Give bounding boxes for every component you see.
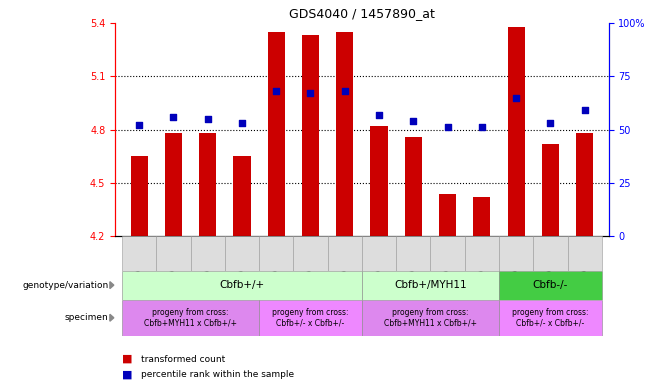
FancyBboxPatch shape xyxy=(465,236,499,271)
FancyBboxPatch shape xyxy=(122,271,362,300)
FancyBboxPatch shape xyxy=(122,236,156,271)
Bar xyxy=(130,156,147,236)
FancyBboxPatch shape xyxy=(362,271,499,300)
Text: ■: ■ xyxy=(122,354,132,364)
FancyBboxPatch shape xyxy=(328,236,362,271)
Bar xyxy=(576,133,594,236)
FancyBboxPatch shape xyxy=(499,236,533,271)
Text: transformed count: transformed count xyxy=(141,354,226,364)
Text: Cbfb+/MYH11: Cbfb+/MYH11 xyxy=(394,280,467,290)
Bar xyxy=(507,26,524,236)
Bar xyxy=(405,137,422,236)
Point xyxy=(168,114,179,120)
FancyBboxPatch shape xyxy=(499,300,602,336)
Point xyxy=(476,124,487,131)
Bar xyxy=(542,144,559,236)
FancyBboxPatch shape xyxy=(156,236,191,271)
Point xyxy=(203,116,213,122)
Point xyxy=(374,112,384,118)
Title: GDS4040 / 1457890_at: GDS4040 / 1457890_at xyxy=(289,7,435,20)
Text: progeny from cross:
Cbfb+/- x Cbfb+/-: progeny from cross: Cbfb+/- x Cbfb+/- xyxy=(272,308,349,328)
FancyBboxPatch shape xyxy=(259,300,362,336)
FancyBboxPatch shape xyxy=(362,300,499,336)
FancyBboxPatch shape xyxy=(396,236,430,271)
Point xyxy=(442,124,453,131)
Bar xyxy=(336,32,353,236)
FancyBboxPatch shape xyxy=(122,300,259,336)
Text: Cbfb+/+: Cbfb+/+ xyxy=(219,280,265,290)
Bar xyxy=(234,156,251,236)
Point xyxy=(580,108,590,114)
Bar xyxy=(302,35,319,236)
Text: ■: ■ xyxy=(122,369,132,379)
Bar xyxy=(370,126,388,236)
Point xyxy=(134,122,144,128)
Point xyxy=(271,88,282,94)
FancyBboxPatch shape xyxy=(567,236,602,271)
Bar xyxy=(473,197,490,236)
FancyBboxPatch shape xyxy=(191,236,225,271)
Point xyxy=(340,88,350,94)
Point xyxy=(237,120,247,126)
Bar xyxy=(439,194,456,236)
FancyBboxPatch shape xyxy=(533,236,567,271)
Point xyxy=(305,90,316,96)
Point xyxy=(545,120,555,126)
FancyBboxPatch shape xyxy=(362,236,396,271)
Point xyxy=(511,94,521,101)
FancyBboxPatch shape xyxy=(225,236,259,271)
Text: Cbfb-/-: Cbfb-/- xyxy=(533,280,568,290)
Point xyxy=(408,118,418,124)
Text: progeny from cross:
Cbfb+MYH11 x Cbfb+/+: progeny from cross: Cbfb+MYH11 x Cbfb+/+ xyxy=(384,308,477,328)
FancyBboxPatch shape xyxy=(499,271,602,300)
FancyBboxPatch shape xyxy=(430,236,465,271)
Bar xyxy=(199,133,216,236)
Text: progeny from cross:
Cbfb+MYH11 x Cbfb+/+: progeny from cross: Cbfb+MYH11 x Cbfb+/+ xyxy=(144,308,237,328)
Text: specimen: specimen xyxy=(65,313,109,322)
FancyBboxPatch shape xyxy=(293,236,328,271)
Text: genotype/variation: genotype/variation xyxy=(22,281,109,290)
Text: percentile rank within the sample: percentile rank within the sample xyxy=(141,370,295,379)
Text: progeny from cross:
Cbfb+/- x Cbfb+/-: progeny from cross: Cbfb+/- x Cbfb+/- xyxy=(512,308,589,328)
Bar xyxy=(165,133,182,236)
FancyBboxPatch shape xyxy=(259,236,293,271)
Bar xyxy=(268,32,285,236)
